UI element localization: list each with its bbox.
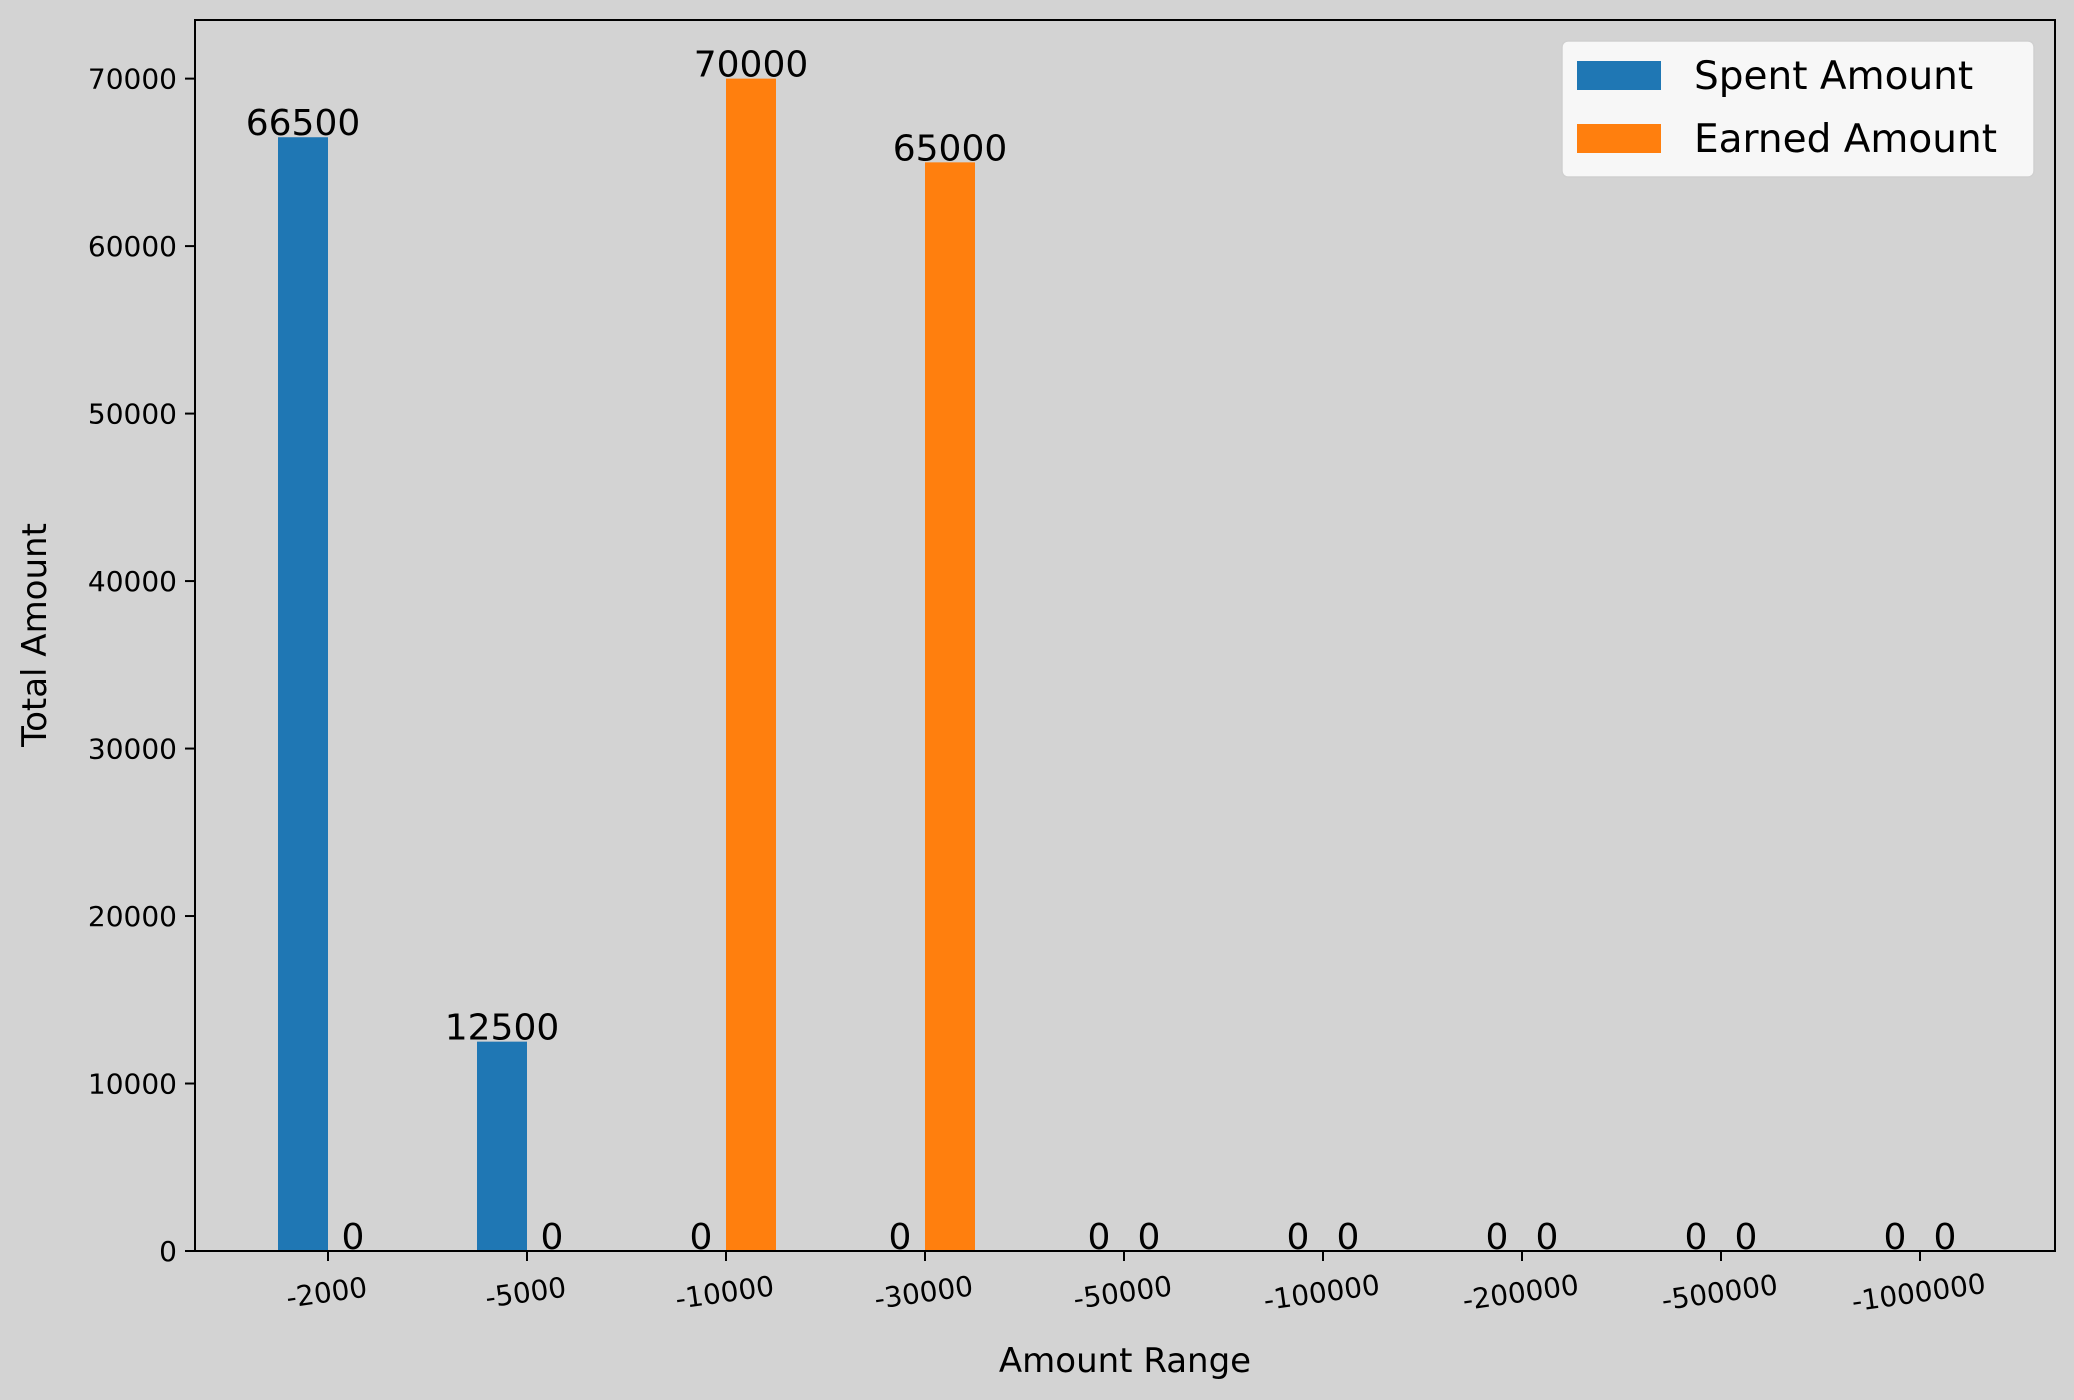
spent-value-label-1: 12500 xyxy=(445,1008,560,1049)
earned-value-label-0: 0 xyxy=(342,1217,365,1258)
spent-value-label-2: 0 xyxy=(690,1217,713,1258)
earned-value-label-4: 0 xyxy=(1138,1217,1161,1258)
legend-swatch-earned xyxy=(1577,124,1661,153)
x-tick-label-0: -2000 xyxy=(284,1271,369,1315)
x-tick-label-1: -5000 xyxy=(483,1271,568,1315)
bars-layer xyxy=(278,78,975,1252)
earned-value-label-2: 70000 xyxy=(694,45,809,86)
legend: Spent Amount Earned Amount xyxy=(1561,40,2035,178)
y-tick-label-0: 0 xyxy=(159,1235,177,1268)
spent-bar-0 xyxy=(278,137,328,1252)
y-tick-label-2: 20000 xyxy=(88,900,177,933)
earned-bar-2 xyxy=(726,78,776,1252)
x-axis-title: Amount Range xyxy=(999,1341,1251,1381)
earned-value-label-5: 0 xyxy=(1337,1217,1360,1258)
x-tick-label-6: -200000 xyxy=(1460,1268,1580,1317)
y-axis-title: Total Amount xyxy=(15,523,55,748)
spent-value-label-8: 0 xyxy=(1884,1217,1907,1258)
y-tick-label-6: 60000 xyxy=(88,230,177,263)
earned-value-label-7: 0 xyxy=(1735,1217,1758,1258)
spent-value-label-7: 0 xyxy=(1685,1217,1708,1258)
legend-label-spent: Spent Amount xyxy=(1694,54,1973,99)
legend-swatch-spent xyxy=(1577,61,1661,90)
x-tick-label-3: -30000 xyxy=(872,1269,975,1315)
y-tick-label-1: 10000 xyxy=(88,1068,177,1101)
spent-value-label-6: 0 xyxy=(1486,1217,1509,1258)
legend-box xyxy=(1561,40,2035,178)
spent-value-label-3: 0 xyxy=(889,1217,912,1258)
x-tick-label-5: -100000 xyxy=(1261,1268,1381,1317)
legend-label-earned: Earned Amount xyxy=(1694,117,1997,162)
y-tick-label-5: 50000 xyxy=(88,398,177,431)
x-tick-label-8: -1000000 xyxy=(1850,1267,1988,1318)
earned-value-label-3: 65000 xyxy=(893,128,1008,169)
earned-value-label-6: 0 xyxy=(1536,1217,1559,1258)
earned-bar-3 xyxy=(925,162,975,1251)
spent-value-label-4: 0 xyxy=(1088,1217,1111,1258)
earned-value-label-1: 0 xyxy=(541,1217,564,1258)
x-tick-label-4: -50000 xyxy=(1071,1269,1174,1315)
plot-frame xyxy=(194,19,2056,1252)
x-axis: -2000 -5000 -10000 -30000 -50000 -100000 -2000… xyxy=(284,1251,1988,1318)
y-tick-label-7: 70000 xyxy=(88,63,177,96)
x-tick-label-2: -10000 xyxy=(673,1269,776,1315)
y-tick-label-3: 30000 xyxy=(88,733,177,766)
earned-value-label-8: 0 xyxy=(1934,1217,1957,1258)
y-tick-label-4: 40000 xyxy=(88,565,177,598)
y-axis: 0 10000 20000 30000 40000 50000 60000 70000 xyxy=(88,63,195,1268)
spent-value-label-0: 66500 xyxy=(246,103,361,144)
spent-bar-1 xyxy=(477,1041,527,1251)
spent-value-label-5: 0 xyxy=(1287,1217,1310,1258)
x-tick-label-7: -500000 xyxy=(1659,1268,1779,1317)
